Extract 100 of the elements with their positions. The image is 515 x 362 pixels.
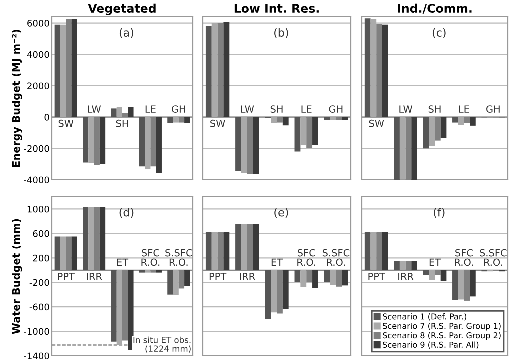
bar [116,107,122,118]
category-label: S.SFC R.O. [480,249,507,266]
bar [271,117,277,124]
legend-label: Scenario 9 (R.S. Par. All) [383,342,479,349]
bar [168,270,174,295]
category-label: S.SFC R.O. [322,249,350,266]
annotation: (b) [274,28,288,38]
bar [100,207,106,270]
bar [128,107,134,118]
bar [145,117,151,170]
annotation: (c) [432,28,446,38]
category-label: PPT [210,273,227,280]
bar [173,270,179,296]
annotation: (e) [274,208,288,218]
y-tick-label: 1000 [28,206,50,213]
category-label: SW [369,120,384,128]
bar [300,117,307,146]
y-tick-label: 600 [33,230,50,238]
bar [364,18,371,118]
bar [241,117,248,173]
bar [312,117,318,146]
category-label: SFC R.O. [298,249,316,266]
bar [60,236,66,270]
annotation: (f) [434,208,445,218]
bar [139,270,146,273]
category-label: IRR [240,273,256,280]
category-label: S.SFC R.O. [166,249,192,266]
category-label: LW [400,106,413,113]
bar [224,22,230,118]
bar [173,117,179,123]
bar [156,270,162,273]
bar [423,117,430,149]
legend-label: Scenario 8 (R.S. Par. Group 2) [383,332,501,340]
category-label: ET [272,258,284,266]
bar [282,117,289,126]
y-tick-label: 200 [33,254,50,262]
category-label: LE [459,106,470,113]
bar [83,117,89,163]
bar [412,117,418,180]
category-label: LE [146,106,156,113]
bar [429,117,435,146]
category-label: ET [430,258,442,266]
y-tick-label: 4000 [27,51,50,58]
category-label: IRR [87,273,102,280]
bar [111,270,117,342]
category-label: SW [210,120,226,128]
bar [72,236,78,270]
y-tick-label: -1400 [24,352,50,360]
chart-title: Low Int. Res. [234,4,319,13]
bar [370,19,377,118]
bar [128,270,134,350]
bar [400,117,406,180]
bar [83,207,89,270]
y-axis-title: Energy Budget (MJ m⁻²) [12,30,22,167]
bar [452,117,458,123]
bar [88,117,94,164]
category-label: SH [428,106,441,113]
bar [206,26,212,118]
bar [168,117,174,124]
y-tick-label: 6000 [28,20,50,27]
bar [139,117,146,167]
y-axis-title: Water Budget (mm) [12,219,22,334]
bar [100,117,106,164]
bar [394,117,400,180]
bar [212,23,218,118]
bar [470,117,476,126]
y-tick-label: 0 [44,114,50,121]
bar [54,236,60,270]
category-label: PPT [58,273,75,280]
bar [236,117,242,172]
bar [458,117,464,126]
bar [184,117,190,124]
category-label: SW [58,120,74,128]
y-tick-label: -600 [30,304,50,311]
bar [145,270,151,273]
y-tick-label: -4000 [24,176,50,184]
category-label: LW [88,106,102,113]
category-label: SFC R.O. [455,249,474,266]
category-label: SFC R.O. [142,249,160,266]
bar [116,270,122,345]
bar [342,117,348,120]
bar [382,24,388,118]
category-label: SH [270,106,283,113]
category-label: GH [172,106,186,113]
bar [60,24,66,118]
bar [440,117,447,138]
legend-label: Scenario 7 (R.S. Par. Group 1) [383,322,501,331]
category-label: IRR [398,273,414,280]
category-label: GH [486,106,500,113]
y-tick-label: -2000 [24,145,50,152]
bar [253,117,260,175]
category-label: LW [241,106,254,113]
bar [54,24,60,118]
bar [111,108,117,118]
y-tick-label: -1000 [24,328,50,336]
y-tick-label: 2000 [28,82,50,90]
bar [156,117,162,173]
bar [324,117,330,120]
category-label: PPT [368,273,386,280]
annotation: (a) [120,28,134,38]
